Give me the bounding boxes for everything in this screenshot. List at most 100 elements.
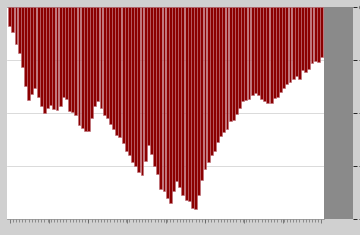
Bar [270,7,273,103]
Bar [103,7,105,115]
Bar [194,7,197,209]
Bar [43,7,46,113]
Bar [216,7,219,141]
Bar [301,7,304,70]
Bar [52,7,55,109]
Bar [226,7,229,129]
Bar [314,7,317,61]
Bar [62,7,65,97]
Bar [257,7,260,95]
Bar [68,7,71,110]
Bar [241,7,244,101]
Bar [125,7,128,151]
Bar [279,7,282,92]
Bar [320,7,323,57]
Bar [159,7,162,189]
Bar [144,7,147,161]
Bar [304,7,307,72]
Bar [311,7,314,63]
Bar [307,7,310,69]
Bar [207,7,210,162]
Bar [40,7,42,106]
Bar [232,7,235,120]
Bar [254,7,257,93]
Bar [185,7,188,200]
Bar [219,7,222,136]
Bar [90,7,93,118]
Bar [266,7,269,102]
Bar [229,7,231,121]
Bar [298,7,301,79]
Bar [282,7,285,88]
Bar [84,7,87,131]
Bar [197,7,200,195]
Bar [153,7,156,166]
Bar [128,7,131,155]
Bar [172,7,175,191]
Bar [75,7,77,115]
Bar [191,7,194,208]
Bar [131,7,134,162]
Bar [188,7,191,201]
Bar [276,7,279,97]
Bar [55,7,58,110]
Bar [112,7,115,129]
Bar [260,7,263,99]
Bar [37,7,40,97]
Bar [49,7,52,105]
Bar [21,7,24,67]
Bar [140,7,143,175]
Bar [30,7,33,94]
Bar [251,7,254,95]
Bar [201,7,203,180]
Bar [203,7,206,168]
Bar [65,7,68,99]
Bar [59,7,62,106]
Bar [24,7,27,86]
Bar [134,7,137,166]
Bar [150,7,153,154]
Bar [181,7,184,195]
Bar [289,7,292,82]
Bar [71,7,74,112]
Bar [93,7,96,106]
Bar [292,7,294,79]
Bar [175,7,178,181]
Bar [14,7,18,44]
Bar [264,7,266,101]
Bar [210,7,213,154]
Bar [317,7,320,62]
Bar [96,7,99,101]
Bar [178,7,181,187]
Bar [169,7,172,203]
Bar [222,7,225,132]
Bar [8,7,11,26]
Bar [295,7,298,76]
Bar [81,7,84,128]
Bar [106,7,109,118]
Bar [46,7,49,108]
Bar [33,7,36,88]
Bar [235,7,238,114]
Bar [248,7,251,99]
Bar [213,7,216,152]
Bar [138,7,140,172]
Bar [118,7,121,137]
Bar [12,7,14,32]
Bar [100,7,103,108]
Bar [115,7,118,135]
Bar [244,7,247,100]
Bar [147,7,150,145]
Bar [238,7,241,108]
Bar [18,7,21,53]
Bar [166,7,168,198]
Bar [156,7,159,174]
Bar [27,7,30,100]
Bar [77,7,80,125]
Bar [122,7,125,143]
Bar [273,7,276,98]
Bar [87,7,90,131]
Bar [285,7,288,84]
Bar [163,7,166,191]
Bar [109,7,112,124]
